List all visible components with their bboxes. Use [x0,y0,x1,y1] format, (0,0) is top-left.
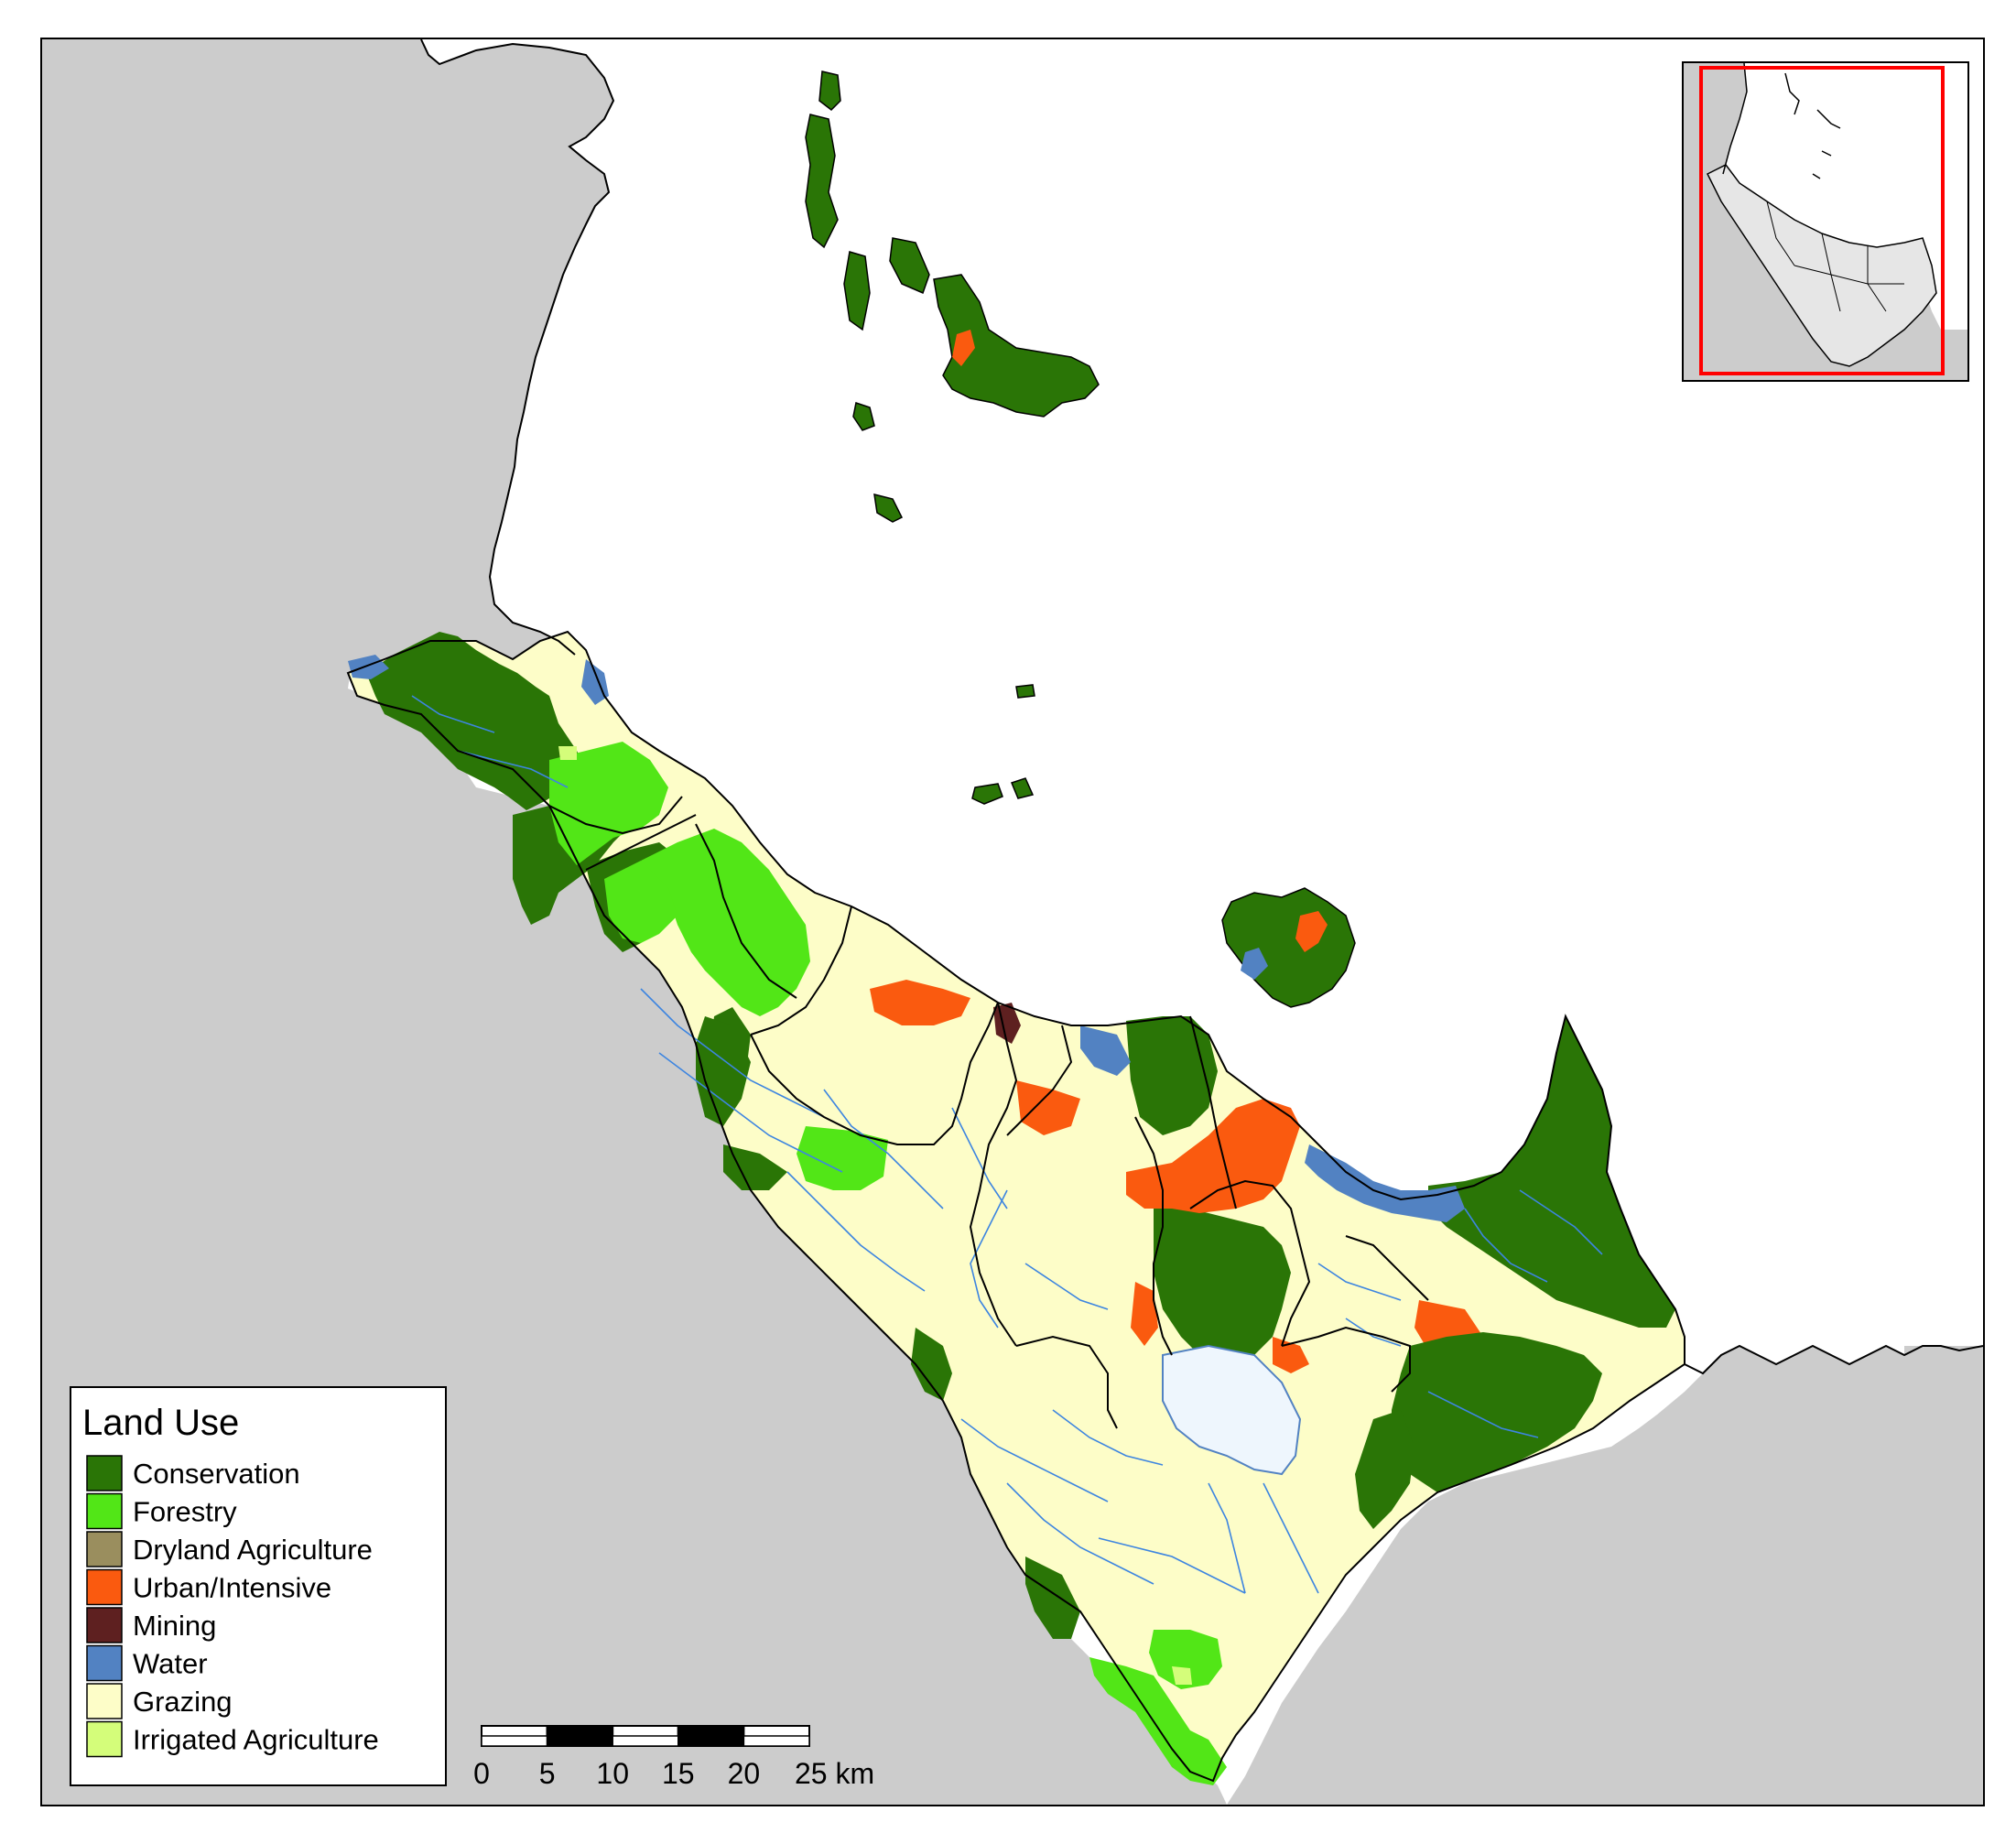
irrigated-patch-2 [558,746,577,760]
conservation-south-2 [1025,1556,1080,1639]
legend-swatch [86,1607,123,1643]
land-east-edge [1904,1346,1983,1804]
inset-coast-north [1722,62,1841,179]
scale-segment-lower [546,1735,613,1747]
legend-swatch [86,1531,123,1567]
region-outline [346,630,1685,1783]
conservation-east [1428,1016,1675,1328]
scale-segment-lower [742,1735,810,1747]
scale-tick-label: 15 [662,1757,695,1790]
coastline-southeast [1684,1344,1984,1375]
scale-tick-label: 10 [596,1757,629,1790]
legend-label: Irrigated Agriculture [133,1724,379,1756]
conservation-northwest [366,632,586,810]
legend-frame [70,1386,447,1786]
scale-segments [481,1725,811,1747]
inset-boundaries [1766,201,1904,312]
scale-tick-label: 5 [539,1757,556,1790]
legend-items: Conservation Forestry Dryland Agriculture U… [86,1455,379,1758]
legend-label: Water [133,1648,208,1680]
conservation-coast-west [696,1016,751,1126]
forestry-central [797,1126,888,1190]
forestry-west-2 [641,829,810,1016]
scale-labels: 0 5 10 15 20 25 km [473,1757,874,1790]
urban-central-3 [870,980,970,1025]
urban-central [1126,1099,1300,1213]
legend-label: Grazing [133,1686,233,1718]
conservation-central [1154,1209,1291,1364]
legend-swatch [86,1683,123,1719]
irrigated-patch-1 [1172,1666,1192,1685]
forestry-south-2 [1149,1630,1222,1689]
coastline-west [420,38,615,656]
scale-tick-label: 20 [728,1757,761,1790]
conservation-central-north [1126,1016,1218,1135]
forestry-west-3 [604,861,677,943]
land-southeast [1227,1346,1983,1805]
legend-swatch [86,1644,123,1682]
legend-title: Land Use [82,1403,239,1443]
lake [1162,1344,1302,1476]
legend-label: Urban/Intensive [133,1572,331,1604]
legend-label: Dryland Agriculture [133,1534,373,1566]
inset-extent-box [1699,66,1945,375]
conservation-southwest-edge [723,1144,787,1190]
urban-central-2 [1016,1080,1080,1135]
scale-segment-lower [612,1735,679,1747]
inset-region [1706,164,1937,367]
conservation-southeast [1392,1332,1602,1492]
legend-swatch [86,1492,123,1530]
river-network [411,695,1603,1594]
offshore-islands [805,70,1356,1008]
legend-label: Forestry [133,1496,237,1528]
scale-tick-label: 0 [473,1757,490,1790]
legend: Land Use Conservation Forestry Dryland Agr… [70,1386,447,1786]
water-coast-n [1080,1025,1131,1076]
legend-swatch [86,1455,123,1491]
legend-label: Conservation [133,1458,300,1490]
water-harbour [1305,1144,1465,1222]
legend-swatch [86,1568,123,1606]
legend-swatch [86,1720,123,1758]
conservation-southeast-2 [1355,1410,1414,1529]
forestry-northwest [549,742,668,865]
scale-segment-lower [481,1735,548,1747]
scale-tick-label: 25 km [795,1757,874,1790]
scale-segment-lower [677,1735,745,1747]
urban-central-4 [1131,1282,1158,1346]
forestry-south-tip [1089,1657,1227,1785]
water-coast-nw [581,659,609,705]
conservation-south-edge [911,1328,952,1401]
scale-bar: 0 5 10 15 20 25 km [473,1725,874,1790]
inset-map [1682,61,1969,382]
catchment-boundaries [548,796,1429,1429]
legend-label: Mining [133,1610,216,1642]
